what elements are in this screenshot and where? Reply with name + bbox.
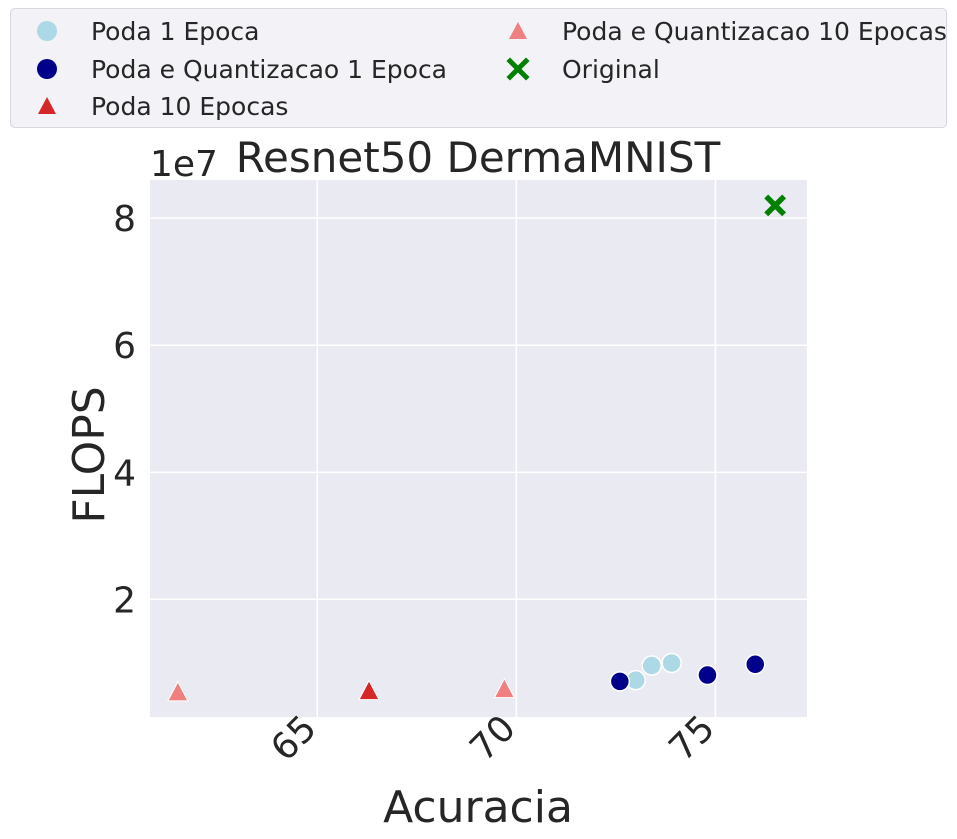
data-point-circle (744, 654, 766, 675)
legend-label: Original (562, 54, 660, 84)
data-point-circle (697, 664, 718, 686)
data-points (167, 194, 787, 702)
x-marker-icon (488, 51, 548, 87)
triangle-marker-icon (488, 13, 548, 49)
y-tick-label: 8 (113, 199, 136, 240)
data-point-circle (641, 655, 662, 676)
legend-item-poda-1-epoca: Poda 1 Epoca (17, 13, 260, 49)
legend-item-poda-quantizacao-10-epocas: Poda e Quantizacao 10 Epocas (488, 13, 947, 49)
chart-title: Resnet50 DermaMNIST (236, 133, 721, 182)
y-tick-label: 2 (113, 580, 136, 621)
data-point-triangle (493, 677, 516, 699)
data-point-triangle (358, 679, 380, 701)
circle-marker-icon (17, 13, 77, 49)
data-point-x (764, 194, 787, 217)
legend-item-original: Original (488, 51, 660, 87)
legend-item-poda-quantizacao-1-epoca: Poda e Quantizacao 1 Epoca (17, 51, 447, 87)
data-point-circle (661, 652, 682, 674)
triangle-marker-icon (17, 88, 77, 124)
legend-label: Poda e Quantizacao 1 Epoca (91, 54, 448, 84)
y-axis-label: FLOPS (64, 386, 115, 523)
data-point-triangle (167, 680, 189, 702)
legend-label: Poda 10 Epocas (91, 91, 289, 121)
plot-area (150, 180, 807, 717)
grid (150, 180, 807, 717)
legend: Poda 1 Epoca Poda e Quantizacao 1 Epoca … (10, 8, 947, 128)
y-tick-label: 6 (113, 326, 136, 367)
legend-item-poda-10-epocas: Poda 10 Epocas (17, 88, 288, 124)
x-axis-label: Acuracia (383, 782, 573, 833)
data-point-circle (609, 671, 631, 692)
circle-marker-icon (17, 51, 77, 87)
y-tick-label: 4 (113, 453, 136, 494)
legend-label: Poda 1 Epoca (91, 16, 260, 46)
y-offset-text: 1e7 (150, 144, 218, 185)
legend-label: Poda e Quantizacao 10 Epocas (562, 16, 947, 46)
